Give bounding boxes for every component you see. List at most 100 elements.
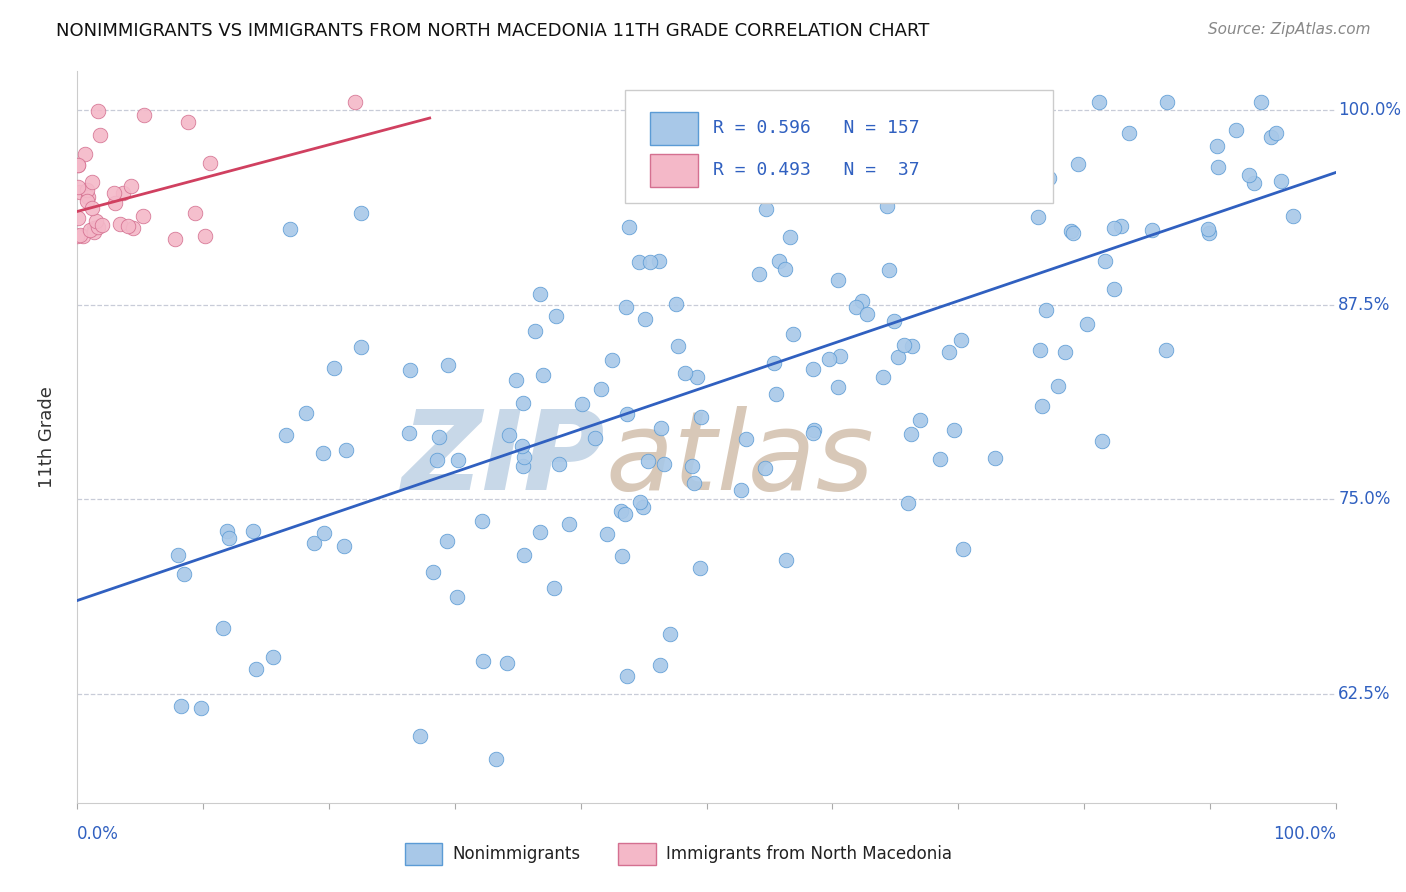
Point — [782, 326, 804, 341]
Point — [810, 169, 832, 184]
Point — [920, 140, 942, 154]
Point — [730, 483, 752, 497]
Point — [637, 454, 659, 468]
Point — [111, 186, 134, 200]
Point — [132, 209, 155, 223]
Point — [1047, 379, 1070, 393]
Point — [686, 370, 709, 384]
Point — [1206, 160, 1229, 174]
Point — [173, 567, 195, 582]
Point — [1001, 181, 1024, 195]
Point — [512, 458, 534, 473]
Point — [773, 262, 796, 277]
Point — [471, 654, 494, 668]
Text: Nonimmigrants: Nonimmigrants — [453, 845, 581, 863]
Point — [1091, 434, 1114, 448]
Point — [1198, 227, 1220, 241]
Point — [950, 333, 973, 347]
Point — [617, 219, 640, 234]
Y-axis label: 11th Grade: 11th Grade — [38, 386, 56, 488]
Point — [471, 514, 494, 528]
Point — [122, 220, 145, 235]
Point — [845, 301, 868, 315]
Point — [436, 534, 458, 549]
Point — [610, 504, 633, 518]
Point — [659, 627, 682, 641]
Point — [900, 426, 922, 441]
Point — [166, 548, 188, 562]
Text: atlas: atlas — [606, 406, 875, 513]
Point — [498, 427, 520, 442]
Point — [1225, 123, 1247, 137]
Point — [801, 361, 824, 376]
Point — [1281, 209, 1303, 223]
Point — [648, 254, 671, 268]
Point — [524, 324, 547, 338]
Point — [512, 396, 534, 410]
Point — [184, 205, 207, 219]
Point — [610, 549, 633, 563]
Point — [1197, 222, 1219, 236]
Point — [616, 669, 638, 683]
Point — [801, 425, 824, 440]
Point — [280, 222, 302, 236]
Point — [90, 218, 112, 232]
Point — [83, 220, 105, 235]
Point — [529, 287, 551, 301]
Point — [650, 658, 672, 673]
Point — [768, 253, 790, 268]
Point — [908, 413, 931, 427]
Point — [558, 516, 581, 531]
FancyBboxPatch shape — [405, 843, 443, 865]
Point — [689, 409, 711, 424]
Point — [1102, 220, 1125, 235]
Point — [851, 294, 873, 309]
Point — [883, 314, 905, 328]
Point — [117, 219, 139, 234]
Point — [827, 273, 849, 287]
Point — [689, 560, 711, 574]
Point — [333, 539, 356, 553]
Point — [169, 698, 191, 713]
Point — [952, 542, 974, 557]
Point — [422, 565, 444, 579]
FancyBboxPatch shape — [650, 112, 697, 145]
Point — [75, 147, 97, 161]
Point — [877, 262, 900, 277]
Point — [943, 423, 966, 437]
Point — [512, 450, 534, 464]
Point — [1265, 126, 1288, 140]
Point — [82, 201, 104, 215]
Point — [633, 500, 655, 514]
Point — [242, 524, 264, 539]
Point — [1038, 171, 1060, 186]
FancyBboxPatch shape — [650, 153, 697, 186]
Point — [66, 158, 89, 172]
Point — [66, 179, 89, 194]
Point — [120, 179, 142, 194]
Point — [72, 228, 94, 243]
Point — [1243, 177, 1265, 191]
Point — [295, 406, 318, 420]
Point — [583, 431, 606, 445]
Point — [900, 339, 922, 353]
Text: R = 0.493   N =  37: R = 0.493 N = 37 — [713, 161, 920, 179]
Point — [103, 186, 125, 200]
Point — [1076, 317, 1098, 331]
Point — [217, 524, 239, 538]
Point — [665, 296, 688, 310]
Point — [1109, 219, 1132, 234]
Point — [323, 360, 346, 375]
Point — [177, 115, 200, 129]
Point — [485, 752, 508, 766]
Point — [1060, 224, 1083, 238]
Point — [108, 217, 131, 231]
Point — [1035, 303, 1057, 318]
Point — [543, 581, 565, 595]
Text: ZIP: ZIP — [402, 406, 606, 513]
Point — [80, 175, 103, 189]
Point — [1250, 95, 1272, 110]
Point — [876, 199, 898, 213]
Text: 87.5%: 87.5% — [1339, 296, 1391, 314]
Point — [614, 300, 637, 314]
